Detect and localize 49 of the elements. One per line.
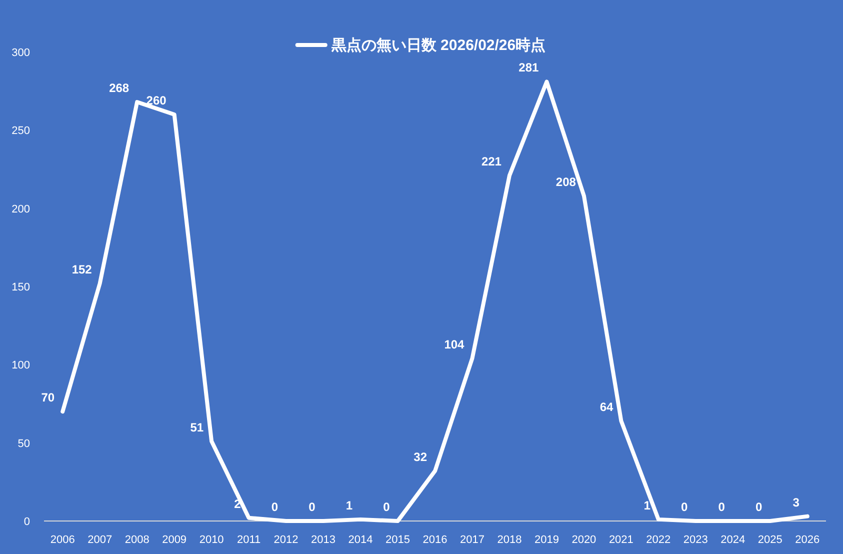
y-tick-label: 250	[12, 125, 30, 138]
x-tick-label: 2024	[720, 534, 746, 546]
data-label: 1	[346, 498, 353, 512]
data-label: 64	[600, 400, 614, 414]
data-label: 0	[680, 500, 688, 514]
data-label: 51	[190, 420, 204, 434]
data-label: 268	[109, 81, 130, 96]
x-tick-label: 2013	[311, 534, 336, 546]
data-label: 0	[271, 500, 278, 514]
x-tick-label: 2014	[348, 534, 373, 546]
data-label: 221	[481, 154, 502, 169]
data-label: 104	[444, 337, 465, 352]
x-tick-label: 2015	[386, 534, 410, 546]
y-tick-label: 300	[12, 47, 30, 59]
x-tick-label: 2023	[683, 534, 708, 546]
y-tick-label: 200	[12, 203, 30, 216]
data-label: 0	[755, 500, 762, 514]
data-label: 208	[556, 174, 576, 189]
x-tick-label: 2018	[497, 534, 522, 546]
data-label: 70	[41, 390, 55, 405]
y-tick-label: 100	[12, 360, 30, 372]
data-label: 3	[792, 495, 800, 510]
x-tick-label: 2026	[795, 534, 820, 546]
y-tick-label: 150	[12, 282, 30, 294]
x-tick-label: 2020	[572, 534, 596, 546]
data-label: 1	[644, 498, 651, 512]
y-tick-label: 0	[24, 516, 30, 528]
x-tick-label: 2008	[124, 534, 150, 546]
x-tick-label: 2007	[88, 534, 112, 546]
x-tick-label: 2022	[646, 534, 671, 546]
y-tick-label: 50	[18, 438, 30, 450]
x-tick-label: 2011	[236, 534, 261, 546]
x-tick-label: 2006	[50, 534, 75, 546]
data-label: 260	[146, 94, 167, 108]
data-label: 0	[383, 500, 390, 514]
x-tick-label: 2025	[758, 534, 782, 546]
x-tick-label: 2019	[534, 534, 559, 546]
data-label: 32	[414, 450, 428, 464]
x-tick-label: 2016	[422, 534, 448, 546]
data-label: 281	[518, 60, 540, 75]
x-tick-label: 2012	[274, 534, 298, 546]
x-tick-label: 2017	[460, 534, 484, 546]
x-tick-label: 2021	[608, 534, 634, 546]
data-label: 0	[718, 500, 726, 514]
data-label: 0	[308, 500, 316, 514]
legend: 黒点の無い日数 2026/02/26時点	[295, 37, 546, 54]
data-label: 152	[72, 262, 92, 276]
x-tick-label: 2010	[199, 534, 224, 546]
x-tick-label: 2009	[162, 534, 187, 546]
